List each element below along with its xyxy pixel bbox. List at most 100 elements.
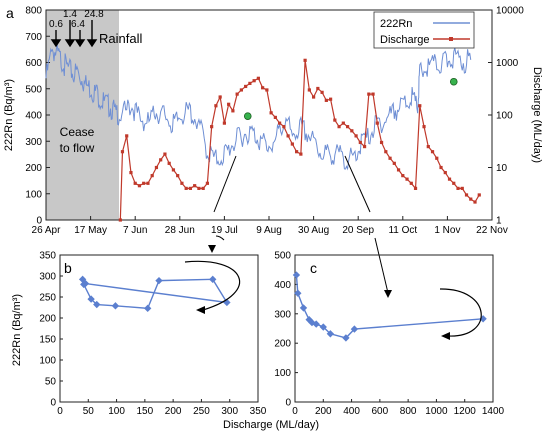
hysteresis-arrow-c <box>439 288 482 337</box>
discharge-point <box>193 184 197 188</box>
x-tick-label: 200 <box>315 406 332 417</box>
legend-label-rn: 222Rn <box>380 18 412 30</box>
discharge-point <box>345 125 350 129</box>
discharge-point <box>188 186 193 190</box>
discharge-point <box>163 152 167 156</box>
data-point <box>294 289 302 297</box>
discharge-point <box>464 193 469 197</box>
x-tick-label: 17 May <box>74 225 107 236</box>
x-tick-label: 26 Apr <box>32 225 62 236</box>
discharge-point <box>214 104 218 108</box>
y-tick-label: 50 <box>45 377 57 388</box>
discharge-point <box>252 79 256 83</box>
discharge-point <box>469 197 473 201</box>
y-axis-title-right-a: Discharge (ML/day) <box>531 67 542 163</box>
discharge-point <box>244 84 248 89</box>
discharge-point <box>273 115 277 120</box>
discharge-point <box>362 145 367 149</box>
arrowhead-icon <box>196 306 205 314</box>
discharge-point <box>328 97 333 101</box>
cease-to-flow-label: Cease <box>60 125 95 139</box>
x-tick-label: 22 Nov <box>476 225 508 236</box>
x-tick-label: 30 Aug <box>298 225 329 236</box>
discharge-point <box>150 174 154 178</box>
y-tick-label: 200 <box>25 163 42 174</box>
discharge-point <box>316 86 320 91</box>
x-tick-label: 200 <box>165 406 182 417</box>
discharge-point <box>447 177 452 181</box>
discharge-point <box>456 186 460 190</box>
x-tick-labels-b: 0 50 100 150 200 250 300 350 <box>57 406 267 417</box>
data-point <box>312 320 320 328</box>
x-tick-label: 1000 <box>425 406 448 417</box>
panel-label-c: c <box>310 260 317 276</box>
y-tick-labels-right-a: 1 10 100 1000 10000 <box>496 6 524 227</box>
discharge-point <box>282 125 286 129</box>
y-tick-label: 100 <box>39 356 56 367</box>
x-tick-label: 0 <box>292 406 298 417</box>
rain-event-label: 24.8 <box>84 9 104 20</box>
x-tick-label: 20 Sep <box>342 225 374 236</box>
legend-box <box>373 11 475 49</box>
x-tick-label: 7 Jun <box>123 225 147 236</box>
discharge-point <box>396 168 401 172</box>
y-tick-label: 800 <box>25 6 42 17</box>
discharge-point <box>142 181 146 185</box>
discharge-point <box>312 95 316 99</box>
axis-ticks-b <box>59 254 259 403</box>
discharge-point <box>286 134 290 138</box>
y-tick-label: 400 <box>25 111 42 122</box>
rain-event-label: 0.6 <box>49 19 63 30</box>
y-tick-labels-left-a: 0 100 200 300 400 500 600 700 800 <box>25 6 42 227</box>
discharge-point <box>129 170 133 175</box>
x-tick-label: 1200 <box>454 406 477 417</box>
y-tick-label: 700 <box>25 32 42 43</box>
series-marks-a <box>118 58 481 222</box>
x-tick-label: 600 <box>372 406 389 417</box>
data-point <box>326 330 335 338</box>
discharge-point <box>303 58 307 62</box>
discharge-point <box>125 134 129 138</box>
discharge-point <box>375 121 379 125</box>
x-tick-label: 1 Nov <box>434 225 460 236</box>
y-tick-label: 600 <box>25 58 42 69</box>
discharge-point <box>324 98 328 102</box>
cease-to-flow-shade <box>46 10 119 220</box>
axis-ticks-c <box>294 254 494 403</box>
discharge-point <box>379 140 384 145</box>
y-tick-labels-c: 0 100 200 300 400 500 <box>274 251 291 409</box>
discharge-point <box>354 134 358 138</box>
x-tick-label: 9 Aug <box>256 225 282 236</box>
rain-event-label: 6.4 <box>71 19 85 30</box>
legend-a: 222Rn Discharge <box>373 11 475 49</box>
x-tick-label: 0 <box>57 406 63 417</box>
discharge-point <box>426 145 430 149</box>
discharge-point <box>295 150 299 154</box>
y-tick-label: 100 <box>25 189 42 200</box>
data-point <box>350 325 359 333</box>
discharge-point <box>278 121 282 125</box>
x-tick-label: 250 <box>193 406 210 417</box>
discharge-point <box>477 193 481 197</box>
data-point <box>144 304 152 313</box>
x-tick-labels-a: 26 Apr 17 May 7 Jun 28 Jun 19 Jul 9 Aug 30 Aug… <box>32 225 508 236</box>
panel-c: 0 200 400 600 800 1000 1200 1400 0 100 200 300 400 5… <box>274 251 504 418</box>
panel-a: 26 Apr 17 May 7 Jun 28 Jun 19 Jul 9 Aug 30 Aug… <box>3 5 542 298</box>
x-tick-label: 28 Jun <box>165 225 195 236</box>
plot-frame-b <box>59 254 259 403</box>
discharge-point <box>290 142 294 146</box>
discharge-point <box>248 81 252 85</box>
discharge-point <box>307 88 311 92</box>
plot-frame-c <box>294 254 494 403</box>
discharge-point <box>384 150 388 154</box>
x-tick-label: 19 Jul <box>211 225 238 236</box>
axis-ticks-a <box>45 9 493 221</box>
discharge-series-line <box>119 60 480 221</box>
panel-label-b: b <box>64 260 72 276</box>
discharge-point <box>388 156 392 160</box>
y-tick-label: 300 <box>25 137 42 148</box>
discharge-point <box>392 161 396 165</box>
discharge-point <box>176 174 180 178</box>
discharge-point <box>341 121 345 125</box>
data-point <box>299 304 308 312</box>
